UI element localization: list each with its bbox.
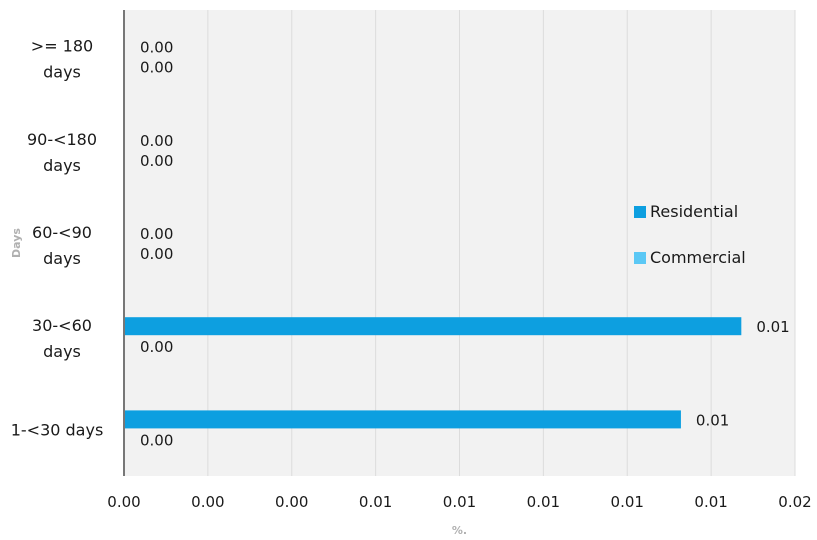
x-tick-label: 0.00 (191, 493, 224, 511)
value-label: 0.00 (140, 225, 173, 243)
category-label: days (43, 156, 81, 175)
value-label: 0.00 (140, 245, 173, 263)
category-label: 90-<180 (27, 130, 97, 149)
y-axis-title: Days (10, 228, 23, 258)
legend-swatch-commercial (634, 252, 646, 264)
value-label: 0.01 (756, 318, 789, 336)
x-axis-title: %. (452, 524, 467, 537)
x-tick-labels: 0.00 0.00 0.00 0.01 0.01 0.01 0.01 0.01 0.02 (107, 493, 811, 511)
legend-label: Commercial (650, 248, 746, 267)
category-labels: 1-<30 days 30-<60 days 60-<90 days 90-<180 day… (11, 37, 104, 440)
bar-residential-1 (125, 317, 742, 336)
category-label: days (43, 63, 81, 82)
category-label: days (43, 342, 81, 361)
x-tick-label: 0.01 (527, 493, 560, 511)
x-tick-label: 0.00 (107, 493, 140, 511)
category-label: 1-<30 days (11, 420, 104, 439)
value-label: 0.00 (140, 132, 173, 150)
x-tick-label: 0.01 (611, 493, 644, 511)
value-label: 0.00 (140, 39, 173, 57)
grid-lines (207, 10, 796, 476)
value-label: 0.00 (140, 338, 173, 356)
bars (125, 317, 742, 429)
value-label: 0.00 (140, 59, 173, 77)
category-label: >= 180 (31, 37, 93, 56)
x-tick-label: 0.01 (359, 493, 392, 511)
x-tick-label: 0.01 (443, 493, 476, 511)
x-tick-label: 0.01 (694, 493, 727, 511)
value-labels: 0.01 0.00 0.01 0.00 0.00 0.00 0.00 0.00 0.00 0.00 (140, 39, 790, 450)
value-label: 0.00 (140, 431, 173, 449)
value-label: 0.01 (696, 411, 729, 429)
legend: Residential Commercial (634, 202, 746, 267)
x-tick-label: 0.02 (778, 493, 811, 511)
legend-label: Residential (650, 202, 738, 221)
legend-swatch-residential (634, 206, 646, 218)
bar-residential-0 (125, 410, 681, 429)
category-label: days (43, 249, 81, 268)
x-tick-label: 0.00 (275, 493, 308, 511)
category-label: 30-<60 (32, 316, 92, 335)
value-label: 0.00 (140, 152, 173, 170)
category-label: 60-<90 (32, 223, 92, 242)
